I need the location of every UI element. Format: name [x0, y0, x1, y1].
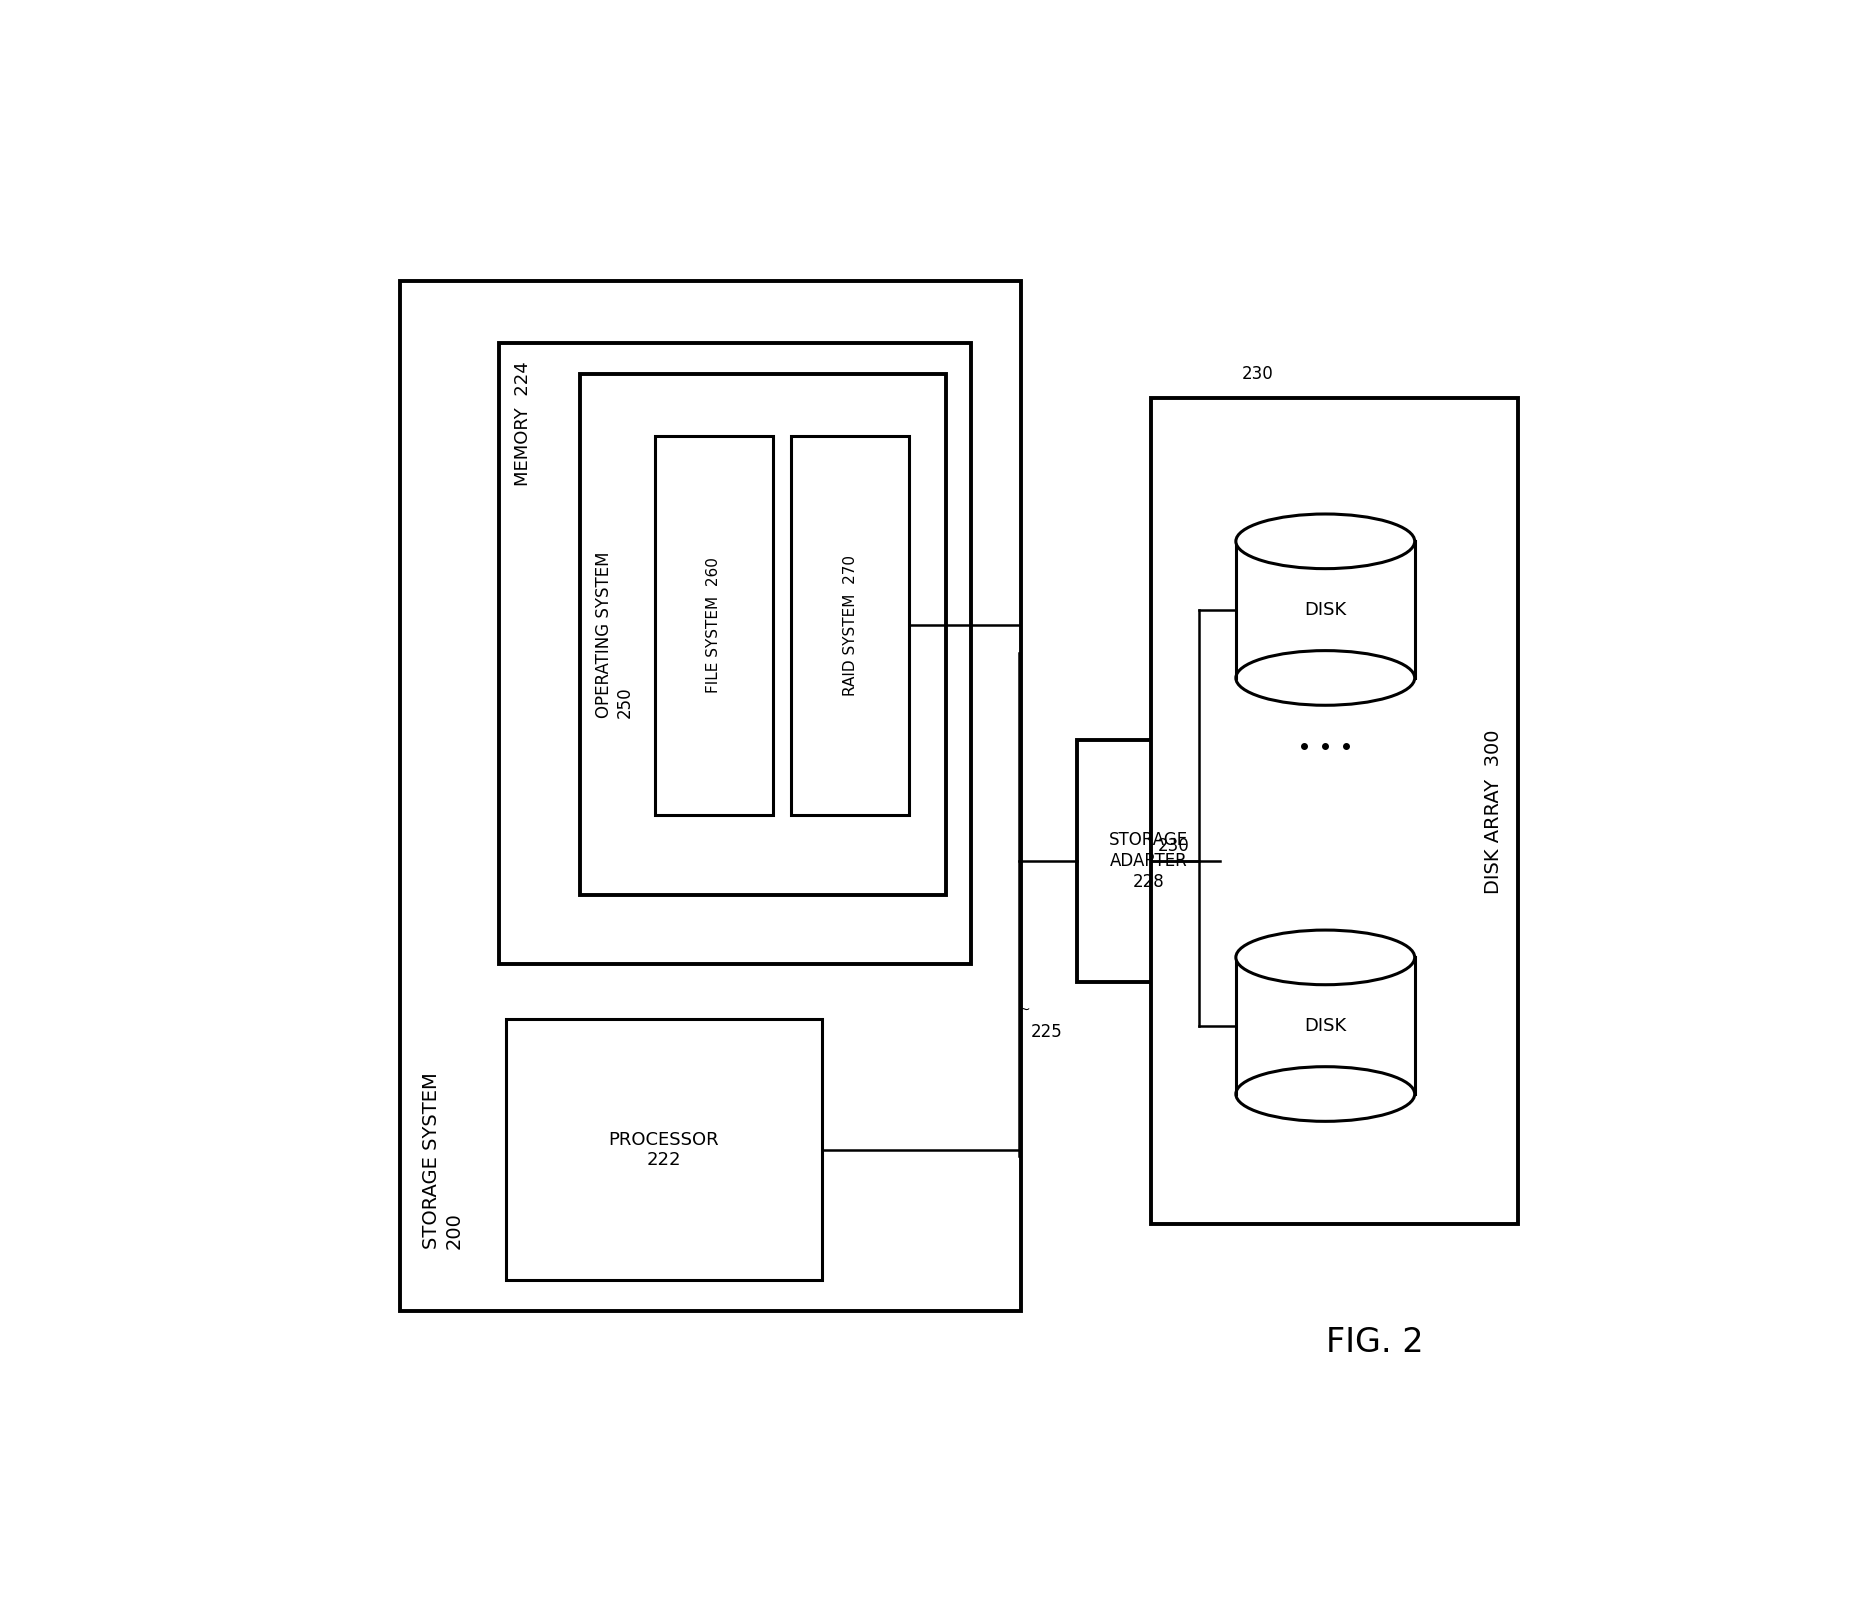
Ellipse shape: [1237, 650, 1414, 705]
Bar: [1078, 740, 1220, 982]
Bar: [500, 342, 971, 963]
Text: DISK: DISK: [1304, 600, 1347, 619]
Bar: [791, 436, 909, 815]
Text: MEMORY  224: MEMORY 224: [515, 361, 531, 486]
Text: 230: 230: [1158, 837, 1190, 855]
Text: DISK: DISK: [1304, 1016, 1347, 1034]
Text: ~: ~: [1018, 1003, 1031, 1016]
Text: STORAGE
ADAPTER
228: STORAGE ADAPTER 228: [1110, 831, 1188, 890]
Text: FILE SYSTEM  260: FILE SYSTEM 260: [705, 556, 720, 694]
Ellipse shape: [1237, 1066, 1414, 1121]
Text: 225: 225: [1031, 1023, 1063, 1040]
Text: PROCESSOR
222: PROCESSOR 222: [608, 1131, 718, 1169]
Bar: [400, 281, 1022, 1311]
Bar: [580, 374, 947, 895]
Bar: [1237, 971, 1414, 1108]
Text: DISK ARRAY  300: DISK ARRAY 300: [1484, 729, 1502, 894]
Text: STORAGE SYSTEM
200: STORAGE SYSTEM 200: [423, 1073, 464, 1248]
Bar: [655, 436, 773, 815]
Bar: [505, 1019, 821, 1281]
Text: RAID SYSTEM  270: RAID SYSTEM 270: [842, 555, 857, 695]
Ellipse shape: [1237, 515, 1414, 569]
Ellipse shape: [1237, 931, 1414, 984]
Bar: [1151, 398, 1517, 1224]
Text: 230: 230: [1242, 365, 1274, 382]
Text: FIG. 2: FIG. 2: [1327, 1326, 1424, 1358]
Text: OPERATING SYSTEM
250: OPERATING SYSTEM 250: [595, 552, 634, 718]
Bar: [1237, 555, 1414, 692]
